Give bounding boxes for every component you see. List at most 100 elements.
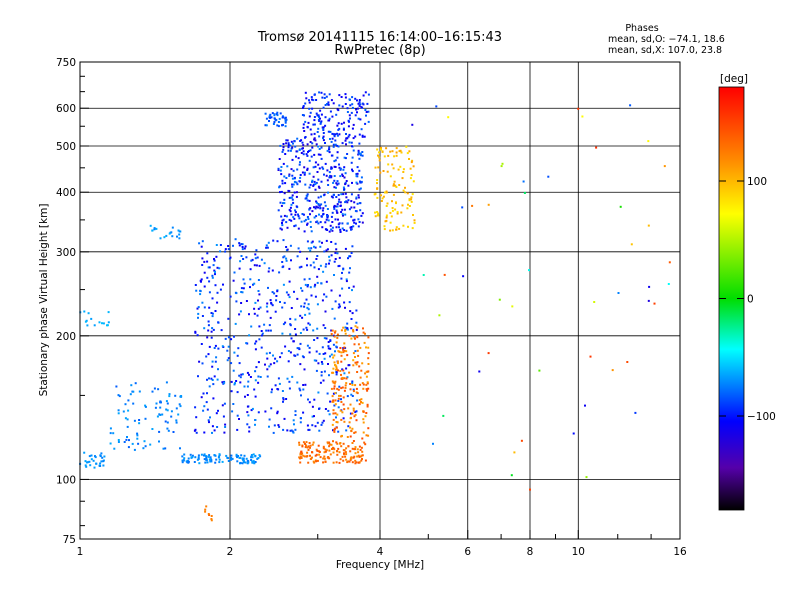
data-point — [313, 138, 316, 141]
data-point — [323, 451, 326, 454]
data-point — [324, 448, 327, 451]
data-point — [284, 182, 287, 185]
data-point — [310, 155, 313, 158]
data-point — [360, 176, 363, 179]
data-point — [165, 400, 168, 403]
data-point — [165, 381, 168, 384]
data-point — [307, 303, 310, 306]
x-tick-label: 1 — [77, 546, 84, 558]
data-point — [206, 408, 209, 411]
data-point — [321, 241, 323, 244]
data-point — [357, 454, 360, 457]
data-point — [356, 111, 358, 114]
data-point — [348, 334, 351, 337]
data-point — [329, 339, 332, 342]
data-point — [356, 361, 359, 364]
data-point — [320, 180, 323, 183]
data-point — [124, 403, 127, 406]
data-point — [353, 336, 356, 339]
data-point — [333, 387, 336, 390]
data-point — [400, 211, 403, 214]
data-point — [329, 224, 332, 227]
data-point — [284, 117, 287, 120]
data-point — [274, 310, 277, 313]
data-point — [293, 140, 296, 143]
data-point — [144, 445, 147, 448]
data-point — [411, 159, 414, 162]
data-point — [376, 179, 379, 181]
data-point — [274, 119, 277, 122]
data-point — [293, 176, 296, 179]
data-point — [305, 455, 308, 458]
data-point — [222, 415, 225, 418]
data-point — [374, 192, 377, 195]
data-point — [314, 183, 317, 186]
data-point — [319, 153, 322, 156]
data-point — [90, 317, 93, 320]
data-point — [350, 161, 353, 164]
data-point — [255, 264, 258, 267]
data-point — [302, 356, 305, 359]
data-point — [290, 203, 293, 206]
data-point — [246, 394, 249, 396]
data-point — [345, 453, 348, 456]
data-point — [245, 256, 248, 259]
data-point — [255, 249, 258, 252]
data-point — [306, 240, 309, 243]
data-point — [200, 453, 203, 456]
data-point — [344, 183, 347, 186]
data-point — [313, 206, 315, 209]
data-point — [406, 192, 409, 195]
data-point — [305, 298, 308, 301]
data-point — [312, 261, 315, 264]
data-point — [127, 446, 130, 449]
data-point — [335, 426, 338, 429]
data-point — [344, 326, 347, 329]
data-point — [292, 183, 295, 186]
data-point — [330, 215, 333, 218]
data-point — [250, 455, 253, 458]
data-point — [357, 117, 360, 120]
data-point — [345, 143, 347, 146]
data-point — [316, 220, 319, 223]
data-point — [309, 207, 312, 210]
data-point — [143, 440, 146, 443]
data-point — [340, 398, 342, 401]
data-point — [296, 347, 299, 350]
data-point — [299, 461, 302, 464]
data-point — [358, 188, 361, 191]
data-point — [187, 461, 190, 464]
data-point — [352, 219, 355, 222]
data-point — [382, 195, 385, 198]
data-point — [218, 455, 221, 458]
data-point — [333, 429, 336, 431]
data-point — [352, 364, 355, 367]
data-point — [241, 462, 244, 465]
data-point — [377, 154, 379, 157]
data-point — [351, 447, 354, 450]
data-point — [351, 145, 353, 148]
data-point — [350, 393, 353, 396]
data-point — [303, 220, 306, 223]
data-point — [366, 381, 369, 384]
data-point — [367, 427, 370, 430]
data-point — [352, 285, 355, 288]
data-point — [345, 458, 348, 461]
data-point — [265, 329, 268, 332]
data-point — [311, 210, 314, 213]
data-point — [306, 264, 308, 267]
data-point — [288, 280, 291, 283]
data-point — [351, 106, 354, 109]
data-point — [240, 454, 243, 457]
data-point — [335, 461, 338, 464]
data-point — [352, 456, 355, 459]
data-point — [294, 410, 297, 413]
data-point — [95, 462, 98, 465]
data-point — [342, 127, 345, 130]
data-point — [324, 228, 327, 231]
data-point — [412, 165, 415, 168]
data-point — [320, 361, 323, 363]
data-point — [361, 154, 364, 157]
data-point — [253, 307, 256, 310]
data-point — [187, 457, 190, 460]
